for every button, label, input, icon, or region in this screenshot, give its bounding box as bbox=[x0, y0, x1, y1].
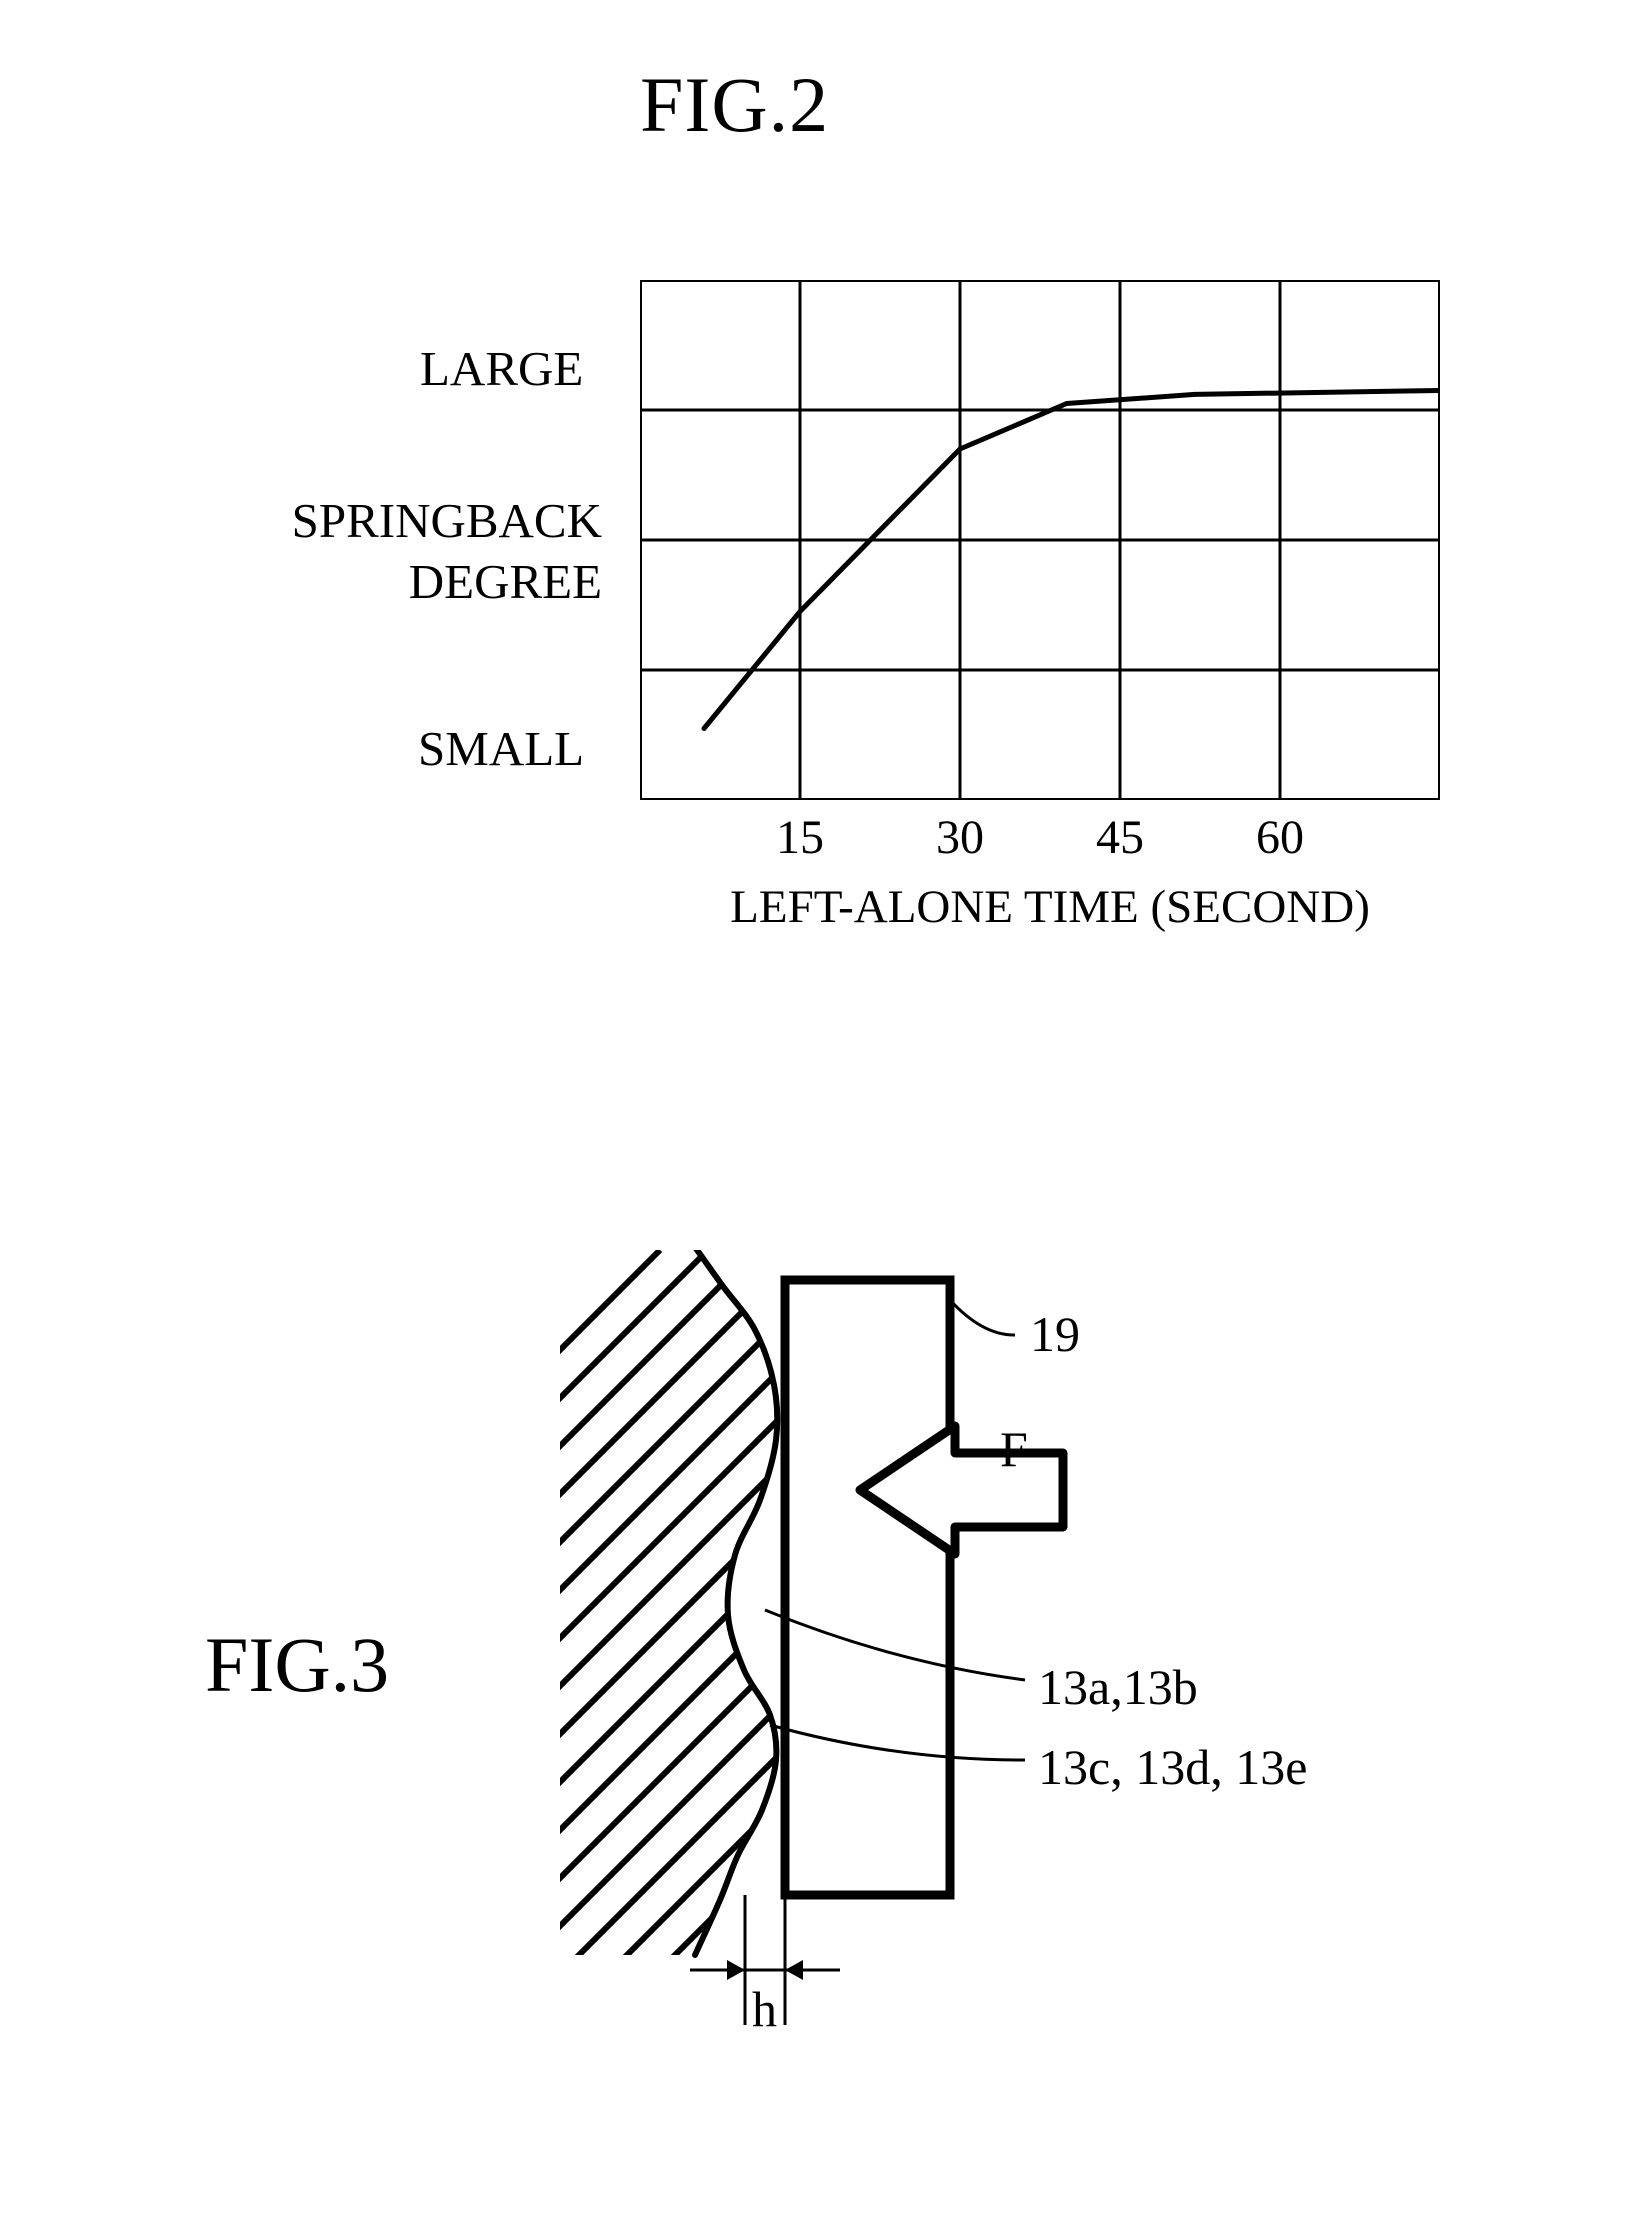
fig2-chart-svg bbox=[640, 280, 1440, 800]
fig2-yaxis-label-line2: DEGREE bbox=[132, 551, 602, 612]
fig2-title: FIG.2 bbox=[640, 60, 829, 150]
fig2-chart-region: LARGE SPRINGBACK DEGREE SMALL 15 30 45 6… bbox=[170, 260, 1470, 960]
callout-19: 19 bbox=[1030, 1305, 1080, 1363]
fig2-xtick-row: 15 30 45 60 bbox=[640, 810, 1440, 870]
fig2-ytick-large: LARGE bbox=[420, 340, 583, 397]
fig2-xtick-15: 15 bbox=[776, 810, 824, 865]
fig2-xtick-45: 45 bbox=[1096, 810, 1144, 865]
fig2-ytick-small: SMALL bbox=[418, 720, 584, 777]
label-h: h bbox=[752, 1980, 777, 2038]
fig3-title: FIG.3 bbox=[205, 1620, 389, 1710]
fig2-yaxis-label-line1: SPRINGBACK bbox=[132, 490, 602, 551]
fig2-yaxis-label: SPRINGBACK DEGREE bbox=[132, 490, 602, 613]
fig2-xtick-30: 30 bbox=[936, 810, 984, 865]
fig2-plot-area bbox=[640, 280, 1440, 800]
callout-13cde: 13c, 13d, 13e bbox=[1038, 1738, 1307, 1796]
callout-13ab: 13a,13b bbox=[1038, 1658, 1198, 1716]
fig3-diagram-svg bbox=[560, 1250, 1460, 2110]
callout-F: F bbox=[1000, 1420, 1028, 1478]
fig2-xtick-60: 60 bbox=[1256, 810, 1304, 865]
fig3-diagram-region: 19 F 13a,13b 13c, 13d, 13e h bbox=[560, 1250, 1460, 2110]
fig2-xaxis-title: LEFT-ALONE TIME (SECOND) bbox=[670, 880, 1430, 934]
